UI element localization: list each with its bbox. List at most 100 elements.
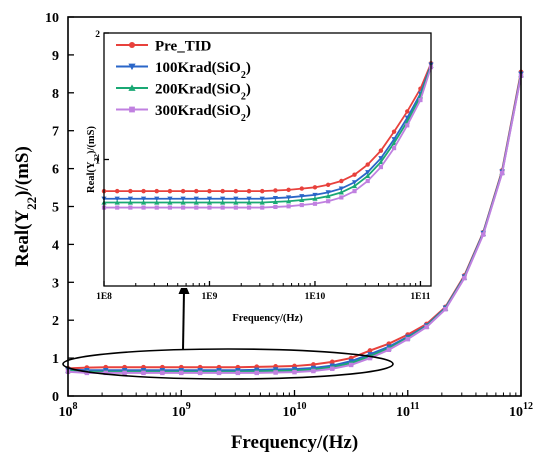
- inset-point-2-11: [246, 199, 252, 205]
- inset-point-2-10: [233, 199, 239, 205]
- main-point-3-12: [292, 369, 297, 375]
- inset-point-1-3: [140, 196, 147, 202]
- inset-point-0-19: [352, 172, 357, 177]
- main-axes-layer: 108 109 1010 1011 1012 0 1 2 3 4 5 6 7 8 9 10 Frequency/…: [12, 11, 533, 453]
- main-point-3-6: [179, 370, 184, 376]
- main-point-3-2: [103, 370, 108, 376]
- main-point-3-15: [348, 362, 354, 368]
- inset-point-2-21: [378, 159, 384, 165]
- inset-point-1-11: [246, 196, 252, 202]
- main-point-3-20: [443, 306, 448, 312]
- inset-point-1-8: [206, 196, 213, 202]
- inset-point-3-12: [260, 205, 265, 210]
- inset-point-2-12: [259, 199, 265, 205]
- inset-point-0-22: [391, 129, 397, 134]
- inset-point-2-13: [272, 199, 279, 204]
- legend-marker-1: [128, 63, 136, 71]
- inset-point-2-5: [167, 199, 173, 205]
- inset-point-0-2: [128, 188, 133, 194]
- inset-point-2-6: [180, 199, 186, 205]
- legend-marker-3: [129, 106, 135, 113]
- main-point-3-11: [273, 370, 278, 375]
- inset-point-3-20: [365, 178, 370, 184]
- main-point-3-18: [405, 336, 410, 342]
- inset-point-0-20: [365, 162, 370, 167]
- main-y-tick-label-8: 8: [52, 87, 59, 102]
- inset-point-0-16: [312, 185, 318, 190]
- main-point-0-16: [367, 348, 373, 353]
- inset-point-3-16: [312, 201, 318, 206]
- inset-point-0-10: [233, 188, 239, 194]
- inset-point-3-13: [273, 204, 278, 210]
- inset-y-axis-title: Real(Y22)/(mS): [86, 126, 101, 193]
- main-x-tick-label-4: 1012: [509, 401, 533, 420]
- main-series-layer: [65, 69, 524, 376]
- inset-point-2-14: [285, 198, 292, 204]
- zoom-region-ellipse: [62, 348, 394, 380]
- main-y-tick-label-2: 2: [52, 314, 59, 329]
- inset-point-1-6: [180, 196, 186, 202]
- inset-point-0-6: [180, 188, 186, 194]
- legend-marker-2: [128, 84, 136, 91]
- inset-point-0-12: [260, 188, 265, 194]
- inset-point-0-1: [114, 188, 120, 194]
- inset-point-0-8: [207, 188, 212, 194]
- main-point-3-21: [462, 275, 467, 281]
- main-point-3-4: [141, 370, 146, 376]
- inset-series-line-2: [104, 65, 432, 204]
- main-point-3-5: [160, 370, 165, 376]
- inset-point-0-3: [141, 188, 146, 194]
- main-y-tick-label-5: 5: [52, 201, 59, 216]
- inset-x-tick-label-1: 1E9: [202, 292, 218, 302]
- inset-point-2-9: [220, 199, 226, 205]
- main-point-3-16: [367, 355, 373, 361]
- inset-point-1-16: [312, 192, 318, 198]
- main-point-3-22: [481, 232, 486, 237]
- inset-point-3-9: [220, 205, 225, 210]
- inset-point-2-7: [193, 199, 199, 205]
- inset-point-1-7: [193, 196, 199, 202]
- inset-point-1-18: [338, 186, 344, 192]
- main-point-3-1: [84, 370, 90, 376]
- main-y-axis-title: Real(Y22)/(mS): [12, 146, 39, 267]
- inset-x-tick-label-2: 1E10: [305, 292, 326, 302]
- inset-point-1-2: [127, 196, 133, 202]
- main-y-tick-label-0: 0: [52, 390, 59, 405]
- inset-y-tick-label-1: 2: [95, 30, 100, 40]
- inset-point-3-5: [167, 205, 173, 210]
- inset-point-3-22: [392, 146, 397, 151]
- inset-point-0-5: [167, 188, 173, 194]
- legend-label-2: 200Krad(SiO2): [155, 82, 251, 103]
- inset-point-1-12: [259, 196, 265, 202]
- main-point-3-14: [330, 366, 335, 371]
- main-point-3-17: [386, 347, 392, 353]
- inset-point-2-22: [391, 140, 397, 146]
- main-y-tick-label-1: 1: [52, 352, 59, 367]
- inset-x-tick-label-0: 1E8: [96, 292, 112, 302]
- inset-point-1-19: [351, 180, 358, 185]
- inset-point-2-15: [299, 197, 305, 203]
- inset-point-1-9: [220, 196, 226, 202]
- inset-point-1-5: [167, 196, 173, 202]
- inset-point-1-1: [114, 196, 120, 202]
- main-y-tick-label-6: 6: [52, 163, 59, 178]
- main-x-tick-label-2: 1010: [283, 401, 307, 420]
- inset-x-axis-title: Frequency/(Hz): [232, 313, 303, 324]
- inset-point-2-20: [365, 173, 371, 179]
- inset-point-1-23: [404, 115, 410, 121]
- inset-series-line-1: [104, 64, 432, 200]
- main-point-3-9: [235, 370, 241, 376]
- inset-point-3-11: [246, 205, 252, 210]
- inset-point-2-4: [154, 199, 160, 205]
- main-point-3-13: [311, 368, 316, 374]
- inset-point-3-17: [326, 199, 331, 204]
- inset-point-3-23: [405, 123, 410, 128]
- legend-label-1: 100Krad(SiO2): [155, 60, 251, 81]
- inset-point-0-21: [378, 148, 384, 153]
- inset-point-1-14: [285, 195, 292, 201]
- inset-point-3-4: [154, 205, 159, 210]
- inset-point-3-19: [352, 189, 357, 194]
- main-point-3-7: [197, 370, 203, 376]
- main-y-tick-label-9: 9: [52, 49, 59, 64]
